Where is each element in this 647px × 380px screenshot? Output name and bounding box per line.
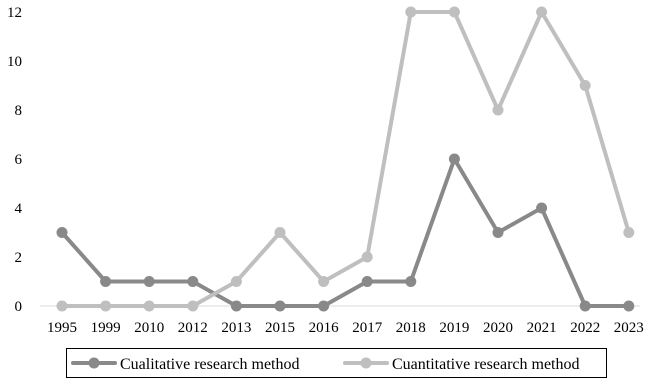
data-point	[318, 276, 330, 287]
axes: 0 2 4 6 8 10 12 1995 1999 2010 2012 2013 2015 2016 201…	[7, 5, 644, 336]
y-tick-label: 2	[15, 250, 23, 266]
y-tick-label: 8	[15, 103, 23, 119]
x-tick-label: 2017	[352, 320, 383, 336]
series-line	[60, 157, 631, 308]
series-0	[56, 153, 635, 312]
x-tick-label: 2022	[570, 320, 600, 336]
data-point	[230, 300, 242, 312]
data-point	[274, 300, 286, 312]
data-point	[143, 300, 155, 312]
data-point	[448, 153, 460, 165]
data-point	[492, 104, 504, 116]
legend-marker-1	[360, 357, 372, 369]
x-tick-label: 1995	[47, 320, 77, 336]
data-point	[100, 300, 112, 312]
data-point	[579, 300, 591, 312]
data-point	[405, 276, 417, 287]
data-point	[56, 300, 68, 312]
data-point	[536, 202, 548, 214]
y-tick-label: 12	[7, 5, 22, 21]
data-point	[274, 227, 286, 238]
data-point	[361, 276, 373, 287]
y-tick-label: 6	[15, 152, 23, 168]
series-layer	[56, 6, 635, 312]
data-point	[448, 6, 460, 18]
x-tick-label: 2023	[614, 320, 644, 336]
x-tick-label: 2013	[221, 320, 251, 336]
x-tick-label: 2010	[134, 320, 164, 336]
x-tick-label: 2016	[309, 320, 340, 336]
x-tick-label: 2018	[396, 320, 426, 336]
legend-marker-0	[88, 357, 100, 369]
legend: Cualitative research method Cuantitative…	[66, 348, 607, 378]
x-tick-label: 2012	[178, 320, 208, 336]
x-tick-label: 2020	[483, 320, 513, 336]
legend-box	[66, 348, 607, 378]
y-tick-label: 4	[15, 201, 23, 217]
x-tick-label: 1999	[91, 320, 121, 336]
legend-label-1: Cuantitative research method	[392, 356, 579, 373]
x-tick-label: 2021	[527, 320, 557, 336]
data-point	[623, 300, 635, 312]
data-point	[56, 227, 68, 238]
data-point	[579, 80, 591, 91]
data-point	[623, 227, 635, 238]
data-point	[100, 276, 112, 287]
series-1	[56, 6, 635, 312]
y-tick-label: 0	[15, 299, 23, 315]
x-tick-label: 2019	[439, 320, 469, 336]
y-tick-label: 10	[7, 54, 22, 70]
x-tick-label: 2015	[265, 320, 295, 336]
data-point	[187, 300, 199, 312]
data-point	[187, 276, 199, 287]
data-point	[361, 251, 373, 263]
data-point	[230, 276, 242, 287]
data-point	[492, 227, 504, 238]
legend-label-0: Cualitative research method	[120, 356, 299, 373]
data-point	[143, 276, 155, 287]
data-point	[318, 300, 330, 312]
data-point	[405, 6, 417, 18]
series-line	[60, 10, 631, 308]
data-point	[536, 6, 548, 18]
